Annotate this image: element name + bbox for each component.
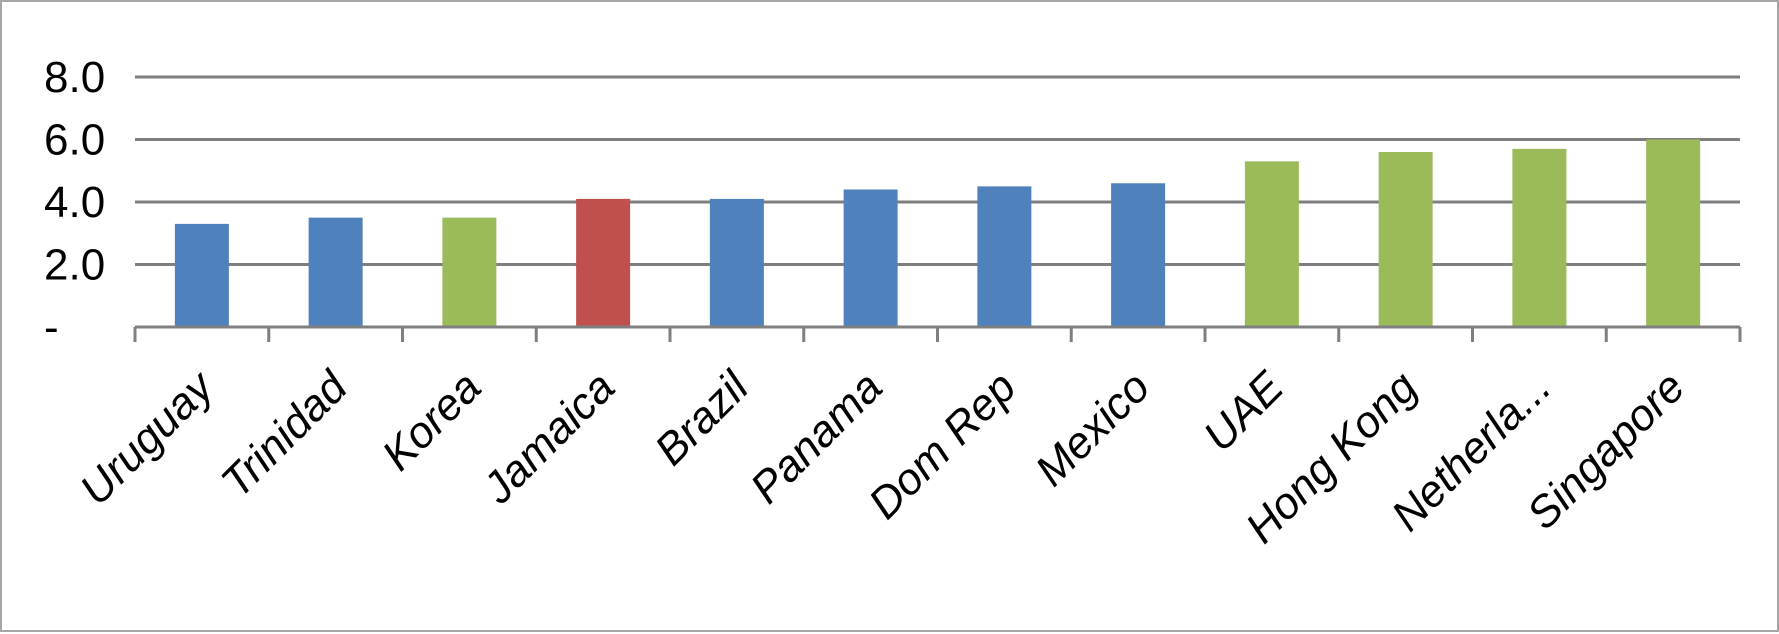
y-tick-label: 4.0 xyxy=(44,178,105,227)
x-category-label: Uruguay xyxy=(71,360,225,514)
bar-netherla xyxy=(1512,148,1567,327)
bar-uae xyxy=(1244,161,1299,327)
bar-trinidad xyxy=(308,217,363,327)
x-axis xyxy=(133,325,1742,342)
y-tick-label: 8.0 xyxy=(44,53,105,102)
x-category-label: Korea xyxy=(373,362,491,480)
bars xyxy=(174,139,1701,327)
bar-dom-rep xyxy=(977,186,1032,327)
y-tick-label: 2.0 xyxy=(44,241,105,290)
bar-jamaica xyxy=(576,198,631,327)
y-axis-tick-labels: - 2.0 4.0 6.0 8.0 xyxy=(44,53,105,352)
x-category-label: Dom Rep xyxy=(859,362,1025,528)
bar-mexico xyxy=(1111,183,1166,327)
gridlines xyxy=(135,75,1740,266)
bar-korea xyxy=(442,217,497,327)
bar-uruguay xyxy=(174,223,229,327)
x-category-label: Mexico xyxy=(1026,362,1159,495)
bar-brazil xyxy=(709,198,764,327)
bar-singapore xyxy=(1646,139,1701,327)
bar-panama xyxy=(843,189,898,327)
x-category-label: Jamaica xyxy=(473,362,624,513)
y-tick-label: - xyxy=(44,303,59,352)
bar-hong-kong xyxy=(1378,152,1433,327)
x-category-label: Trinidad xyxy=(212,361,358,507)
x-category-label: Brazil xyxy=(645,362,758,475)
y-tick-label: 6.0 xyxy=(44,116,105,165)
x-category-label: UAE xyxy=(1194,362,1293,461)
